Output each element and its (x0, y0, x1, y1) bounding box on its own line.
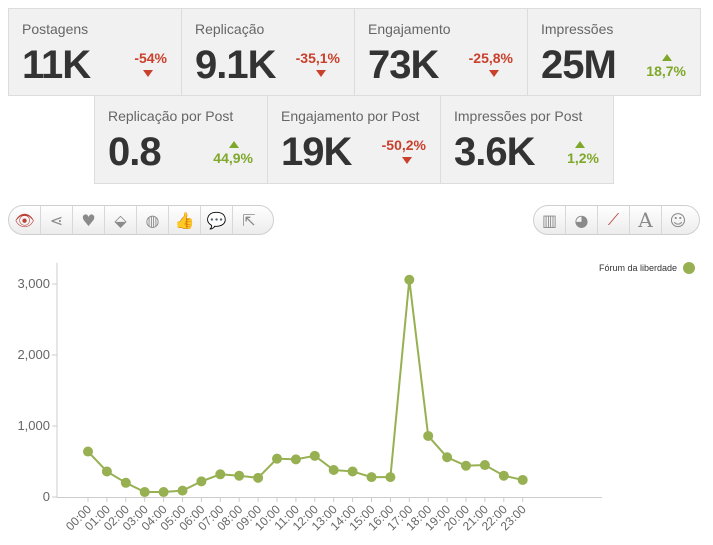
metric-change: -35,1% (295, 50, 340, 66)
data-point (83, 446, 93, 457)
y-tick-label: 1,000 (17, 418, 50, 433)
metric-change: -54% (134, 50, 167, 66)
metric-value: 11K (22, 43, 91, 87)
metric-value: 3.6K (454, 130, 535, 174)
data-point (309, 450, 320, 461)
export-icon: ⇱ (242, 210, 256, 230)
metric-label: Impressões (541, 21, 614, 37)
filter-toolbar: 👁 ⋖ ♥ ⬙ ◍ 👍 💬 ⇱ (8, 205, 274, 235)
metric-value: 73K (368, 43, 439, 87)
metric-card-bottom-2[interactable]: Impressões por Post 3.6K 1,2% (440, 95, 614, 184)
metric-label: Replicação (195, 21, 265, 37)
toolbar-button-export[interactable]: ⇱ (233, 206, 265, 234)
toolbar-button-globe[interactable]: ◍ (137, 206, 169, 234)
metric-card-top-1[interactable]: Replicação 9.1K -35,1% (181, 8, 355, 96)
metric-change: -25,8% (468, 50, 513, 66)
y-tick-label: 3,000 (17, 276, 50, 291)
tag-icon: ⬙ (114, 210, 127, 230)
arrow-down-icon (143, 70, 153, 77)
toolbar-button-heart[interactable]: ♥ (73, 206, 105, 234)
arrow-up-icon (229, 141, 239, 148)
legend-label: Fórum da liberdade (599, 263, 677, 273)
toolbar-button-smiley[interactable]: ☺ (662, 206, 694, 234)
y-tick-label: 2,000 (17, 347, 50, 362)
metric-label: Replicação por Post (108, 108, 234, 124)
data-point (328, 465, 339, 476)
metric-card-top-3[interactable]: Impressões 25M 18,7% (527, 8, 701, 96)
metric-change: 1,2% (567, 150, 599, 166)
toolbar-button-text[interactable]: A (630, 206, 662, 234)
pie-chart-icon: ◕ (574, 210, 589, 230)
toolbar-button-thumbs-up[interactable]: 👍 (169, 206, 201, 234)
data-point (253, 472, 264, 483)
data-point (423, 430, 434, 441)
metric-card-top-0[interactable]: Postagens 11K -54% (8, 8, 182, 96)
metric-label: Impressões por Post (454, 108, 583, 124)
data-point (404, 274, 415, 285)
line-chart-icon: ⟋ (607, 210, 620, 229)
toolbar-button-line-chart[interactable]: ⟋ (598, 206, 630, 234)
data-point (517, 474, 528, 485)
data-point (290, 454, 301, 465)
metric-change: 44,9% (213, 150, 253, 166)
toolbar-button-comment[interactable]: 💬 (201, 206, 233, 234)
heart-icon: ♥ (81, 210, 96, 230)
data-point (385, 472, 396, 483)
toolbar-button-eye[interactable]: 👁 (9, 206, 41, 234)
data-point (366, 472, 377, 483)
metric-label: Engajamento (368, 21, 451, 37)
share-icon: ⋖ (49, 210, 64, 230)
metric-change: -50,2% (381, 137, 426, 153)
view-toolbar: ▥ ◕ ⟋ A ☺ (533, 205, 700, 235)
data-point (498, 470, 509, 481)
data-point (177, 485, 188, 496)
line-chart: 01,0002,0003,00000:0001:0002:0003:0004:0… (17, 262, 695, 533)
metric-value: 0.8 (108, 130, 162, 174)
arrow-down-icon (316, 70, 326, 77)
metric-value: 19K (281, 130, 352, 174)
toolbar-button-pie-chart[interactable]: ◕ (566, 206, 598, 234)
data-point (158, 487, 169, 498)
data-point (442, 452, 453, 463)
data-point (101, 466, 112, 477)
text-icon: A (638, 208, 653, 232)
data-point (347, 466, 358, 477)
data-point (234, 470, 245, 481)
arrow-up-icon (575, 141, 585, 148)
smiley-icon: ☺ (669, 210, 687, 230)
metric-label: Postagens (22, 21, 89, 37)
series-line (87, 279, 523, 494)
data-point (461, 460, 471, 471)
metric-value: 9.1K (195, 43, 276, 87)
metric-label: Engajamento por Post (281, 108, 420, 124)
arrow-down-icon (402, 157, 412, 164)
toolbar-button-tag[interactable]: ⬙ (105, 206, 137, 234)
data-point (272, 453, 282, 464)
legend-marker (683, 262, 695, 274)
data-point (215, 469, 226, 480)
metric-card-top-2[interactable]: Engajamento 73K -25,8% (354, 8, 528, 96)
toolbar-button-share[interactable]: ⋖ (41, 206, 73, 234)
arrow-up-icon (662, 54, 672, 61)
metric-change: 18,7% (646, 63, 686, 79)
comment-icon: 💬 (206, 210, 227, 230)
eye-icon: 👁 (14, 210, 35, 230)
metric-card-bottom-0[interactable]: Replicação por Post 0.8 44,9% (94, 95, 268, 184)
toolbar-button-bar-chart[interactable]: ▥ (534, 206, 566, 234)
bar-chart-icon: ▥ (541, 210, 558, 230)
data-point (139, 487, 150, 498)
arrow-down-icon (489, 70, 499, 77)
globe-icon: ◍ (145, 210, 160, 230)
metric-value: 25M (541, 43, 617, 87)
data-point (196, 476, 207, 487)
data-point (120, 477, 131, 488)
y-tick-label: 0 (43, 489, 50, 504)
data-point (479, 460, 490, 471)
thumbs-up-icon: 👍 (174, 210, 195, 230)
metric-card-bottom-1[interactable]: Engajamento por Post 19K -50,2% (267, 95, 441, 184)
